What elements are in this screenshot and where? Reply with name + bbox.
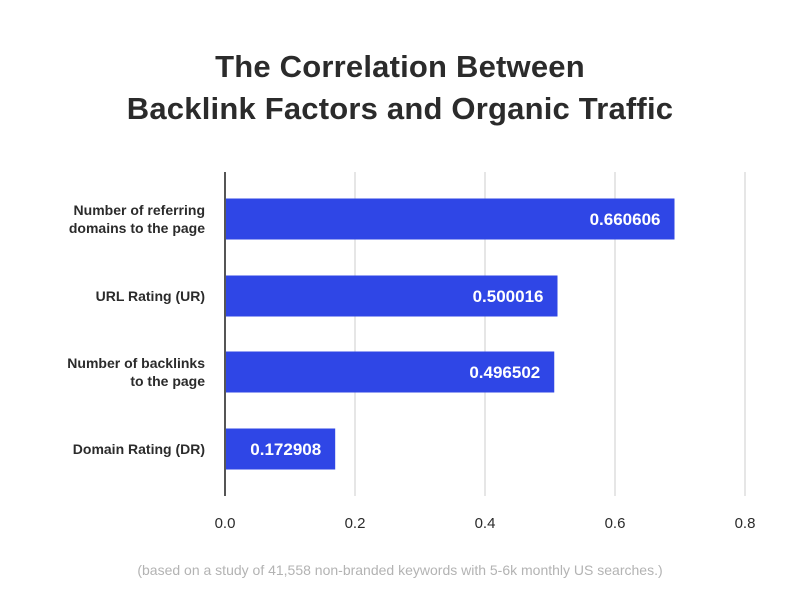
category-label-0-0: Number of referring — [74, 202, 205, 218]
bar-0 — [226, 198, 675, 240]
category-label-2-1: to the page — [130, 373, 205, 389]
chart-title: The Correlation Between Backlink Factors… — [0, 46, 800, 130]
chart-title-line-2: Backlink Factors and Organic Traffic — [126, 91, 674, 126]
chart-title-line-1: The Correlation Between — [215, 49, 585, 84]
x-tick-label-3: 0.6 — [605, 515, 626, 532]
x-tick-label-4: 0.8 — [735, 515, 756, 532]
bar-3 — [226, 428, 336, 470]
category-label-3-0: Domain Rating (DR) — [73, 441, 205, 457]
category-label-0-1: domains to the page — [69, 220, 205, 236]
x-tick-label-2: 0.4 — [475, 515, 496, 532]
footnote: (based on a study of 41,558 non-branded … — [137, 562, 663, 578]
category-label-1-0: URL Rating (UR) — [96, 288, 205, 304]
bar-value-label-0: 0.660606 — [590, 210, 661, 229]
bar-value-label-3: 0.172908 — [250, 440, 321, 459]
bar-1 — [226, 275, 558, 317]
bar-value-label-2: 0.496502 — [469, 363, 540, 382]
x-tick-label-0: 0.0 — [215, 515, 236, 532]
category-label-2-0: Number of backlinks — [67, 355, 205, 371]
x-tick-label-1: 0.2 — [345, 515, 366, 532]
bar-value-label-1: 0.500016 — [473, 287, 544, 306]
bar-2 — [226, 351, 555, 393]
